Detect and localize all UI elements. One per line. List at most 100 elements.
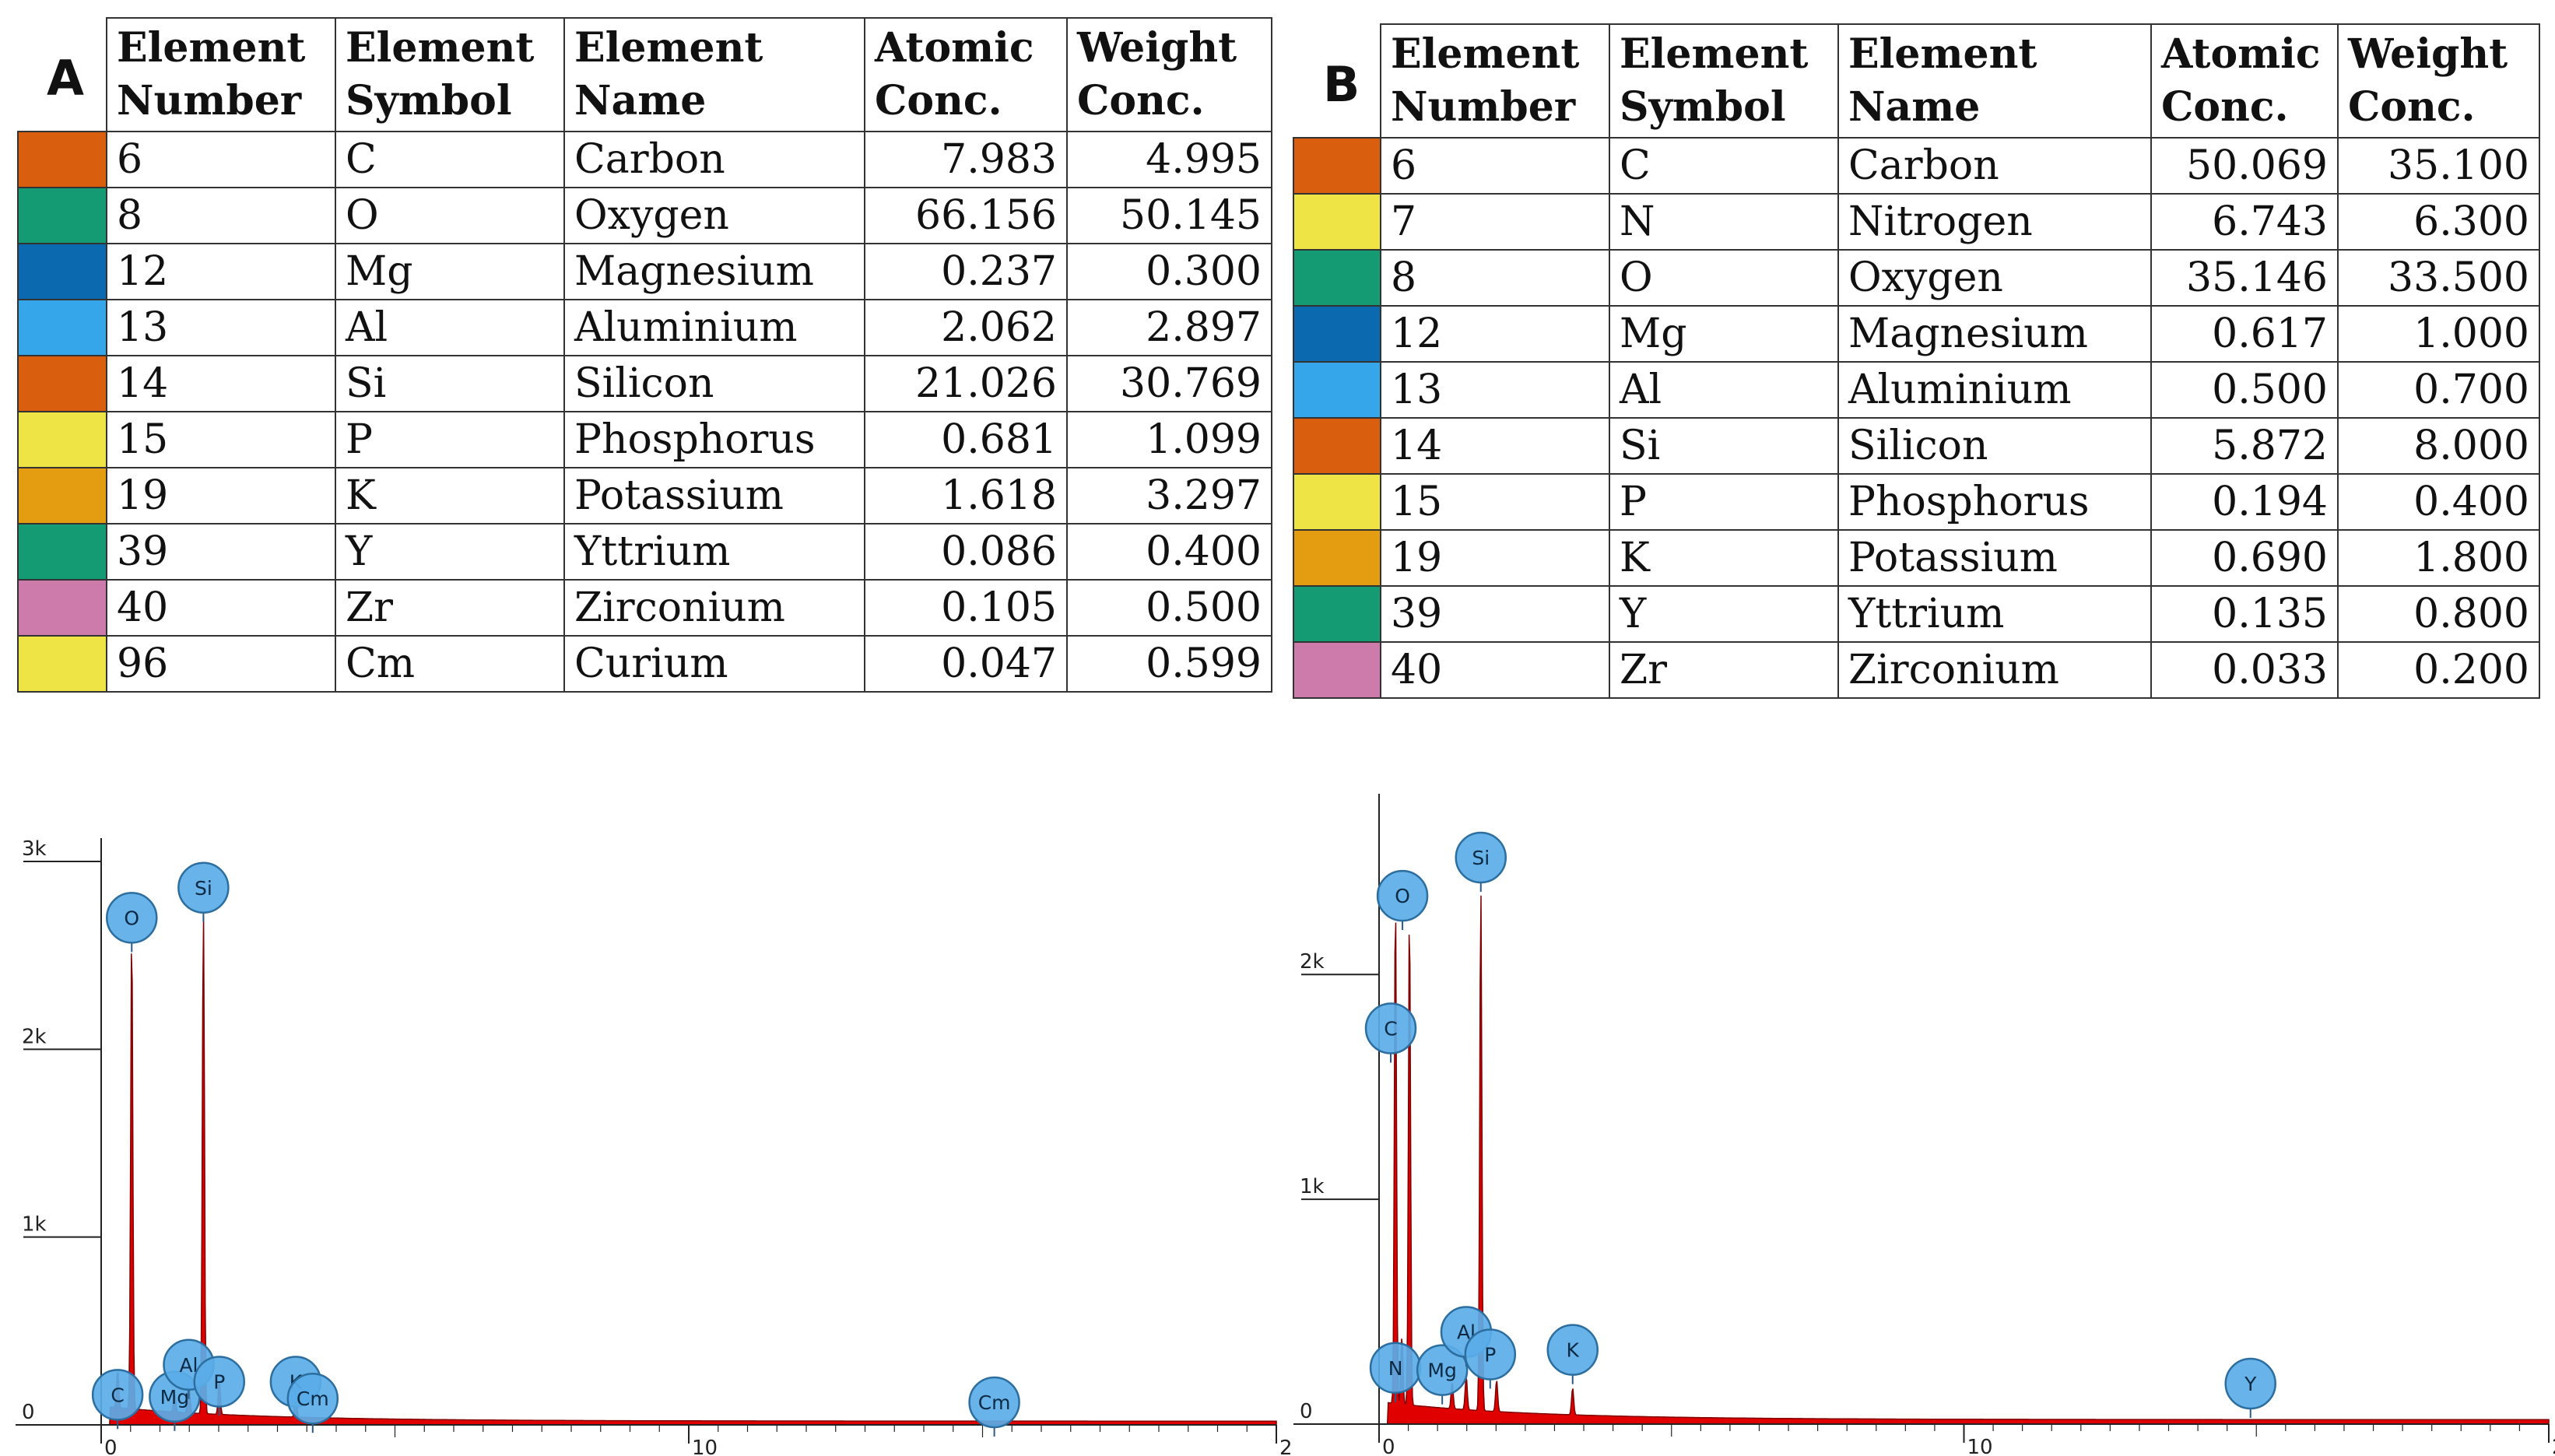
element-label-p: P: [1464, 1328, 1517, 1389]
label-text: O: [1395, 885, 1410, 907]
label-bubble: [1416, 1344, 1469, 1396]
header-element-number: Element Number: [1380, 23, 1610, 139]
element-name-cell: Zirconium: [563, 579, 865, 637]
atomic-conc-cell: 0.047: [864, 635, 1068, 693]
table-row: 6 C Carbon 50.069 35.100: [1293, 137, 2540, 195]
y-tick-label: 2k: [1300, 950, 1325, 974]
element-label-y: Y: [2224, 1357, 2276, 1418]
element-label-cm: Cm: [968, 1376, 1020, 1437]
table-row: 96 Cm Curium 0.047 0.599: [17, 635, 1272, 693]
atomic-conc-cell: 0.086: [864, 523, 1068, 581]
label-bubble: [968, 1376, 1020, 1429]
atomic-conc-cell: 0.105: [864, 579, 1068, 637]
element-number-cell: 39: [106, 523, 336, 581]
x-tick-label: 10: [692, 1437, 718, 1456]
label-text: P: [1484, 1343, 1496, 1366]
label-text: Mg: [1427, 1360, 1456, 1382]
y-tick-label: 0: [1300, 1400, 1313, 1423]
label-text: C: [1384, 1018, 1397, 1040]
weight-conc-cell: 1.000: [2337, 305, 2540, 363]
color-swatch: [17, 467, 107, 525]
weight-conc-cell: 0.200: [2337, 641, 2540, 699]
element-name-cell: Nitrogen: [1837, 193, 2152, 251]
element-name-cell: Aluminium: [563, 299, 865, 356]
element-name-cell: Oxygen: [563, 187, 865, 244]
atomic-conc-cell: 35.146: [2150, 249, 2339, 307]
y-tick-label: 3k: [22, 837, 47, 861]
table-row: 39 Y Yttrium 0.135 0.800: [1293, 585, 2540, 643]
weight-conc-cell: 8.000: [2337, 417, 2540, 475]
swatch-header: [1293, 24, 1381, 139]
weight-conc-cell: 1.800: [2337, 529, 2540, 587]
weight-conc-cell: 50.145: [1066, 187, 1272, 244]
edx-spectrum-a: 01k2k3k0102OSiCMgAlPKCmCm: [16, 837, 1293, 1456]
color-swatch: [1293, 305, 1381, 363]
table-row: 40 Zr Zirconium 0.033 0.200: [1293, 641, 2540, 699]
color-swatch: [1293, 417, 1381, 475]
label-bubble: [91, 1369, 144, 1421]
label-text: Si: [1472, 847, 1490, 869]
swatch-header: [18, 18, 107, 132]
element-number-cell: 12: [1380, 305, 1610, 363]
color-swatch: [17, 299, 107, 356]
weight-conc-cell: 1.099: [1066, 411, 1272, 468]
color-swatch: [1293, 361, 1381, 419]
element-symbol-cell: Zr: [1609, 641, 1839, 699]
label-text: P: [213, 1370, 225, 1393]
element-label-k: K: [1546, 1324, 1599, 1384]
x-tick-label: 10: [1967, 1436, 1993, 1456]
table-row: 19 K Potassium 0.690 1.800: [1293, 529, 2540, 587]
weight-conc-cell: 0.800: [2337, 585, 2540, 643]
element-symbol-cell: Al: [335, 299, 565, 356]
element-symbol-cell: Si: [335, 355, 565, 412]
label-bubble: [1546, 1324, 1599, 1376]
weight-conc-cell: 35.100: [2337, 137, 2540, 195]
label-bubble: [1376, 869, 1429, 922]
element-label-si: Si: [177, 861, 230, 922]
label-bubble: [1364, 1002, 1417, 1054]
element-label-cm: Cm: [286, 1372, 339, 1433]
element-number-cell: 96: [106, 635, 336, 693]
element-symbol-cell: Y: [1609, 585, 1839, 643]
element-number-cell: 8: [106, 187, 336, 244]
atomic-conc-cell: 0.135: [2150, 585, 2339, 643]
element-number-cell: 15: [1380, 473, 1610, 531]
header-atomic-conc: Atomic Conc.: [864, 17, 1068, 132]
element-number-cell: 12: [106, 243, 336, 300]
element-label-si: Si: [1455, 831, 1507, 892]
x-tick-label: 0: [104, 1437, 118, 1456]
y-tick-label: 1k: [1300, 1175, 1325, 1198]
element-label-mg: Mg: [1416, 1344, 1469, 1405]
color-swatch: [17, 243, 107, 300]
element-label-p: P: [193, 1356, 246, 1416]
label-text: Y: [2244, 1373, 2257, 1395]
atomic-conc-cell: 0.617: [2150, 305, 2339, 363]
composition-table-a: Element Number Element Symbol Element Name …: [17, 17, 1272, 693]
element-name-cell: Oxygen: [1837, 249, 2152, 307]
element-number-cell: 13: [1380, 361, 1610, 419]
element-name-cell: Curium: [563, 635, 865, 693]
atomic-conc-cell: 1.618: [864, 467, 1068, 525]
element-symbol-cell: Al: [1609, 361, 1839, 419]
header-element-symbol: Element Symbol: [1609, 23, 1839, 139]
header-weight-conc: Weight Conc.: [1066, 17, 1272, 132]
weight-conc-cell: 6.300: [2337, 193, 2540, 251]
color-swatch: [1293, 137, 1381, 195]
atomic-conc-cell: 2.062: [864, 299, 1068, 356]
element-name-cell: Carbon: [563, 131, 865, 188]
table-row: 12 Mg Magnesium 0.237 0.300: [17, 243, 1272, 300]
edx-spectrum-b: 01k2k0102OSiCNMgAlPKY: [1293, 794, 2555, 1456]
table-row: 13 Al Aluminium 2.062 2.897: [17, 299, 1272, 356]
x-tick-label: 0: [1382, 1436, 1395, 1456]
header-element-name: Element Name: [563, 17, 865, 132]
color-swatch: [17, 187, 107, 244]
table-row: 39 Y Yttrium 0.086 0.400: [17, 523, 1272, 581]
header-element-symbol: Element Symbol: [335, 17, 565, 132]
x-tick-label: 2: [2552, 1436, 2555, 1456]
element-number-cell: 13: [106, 299, 336, 356]
weight-conc-cell: 0.599: [1066, 635, 1272, 693]
atomic-conc-cell: 0.681: [864, 411, 1068, 468]
label-text: O: [124, 907, 139, 929]
label-bubble: [177, 861, 230, 914]
element-number-cell: 15: [106, 411, 336, 468]
